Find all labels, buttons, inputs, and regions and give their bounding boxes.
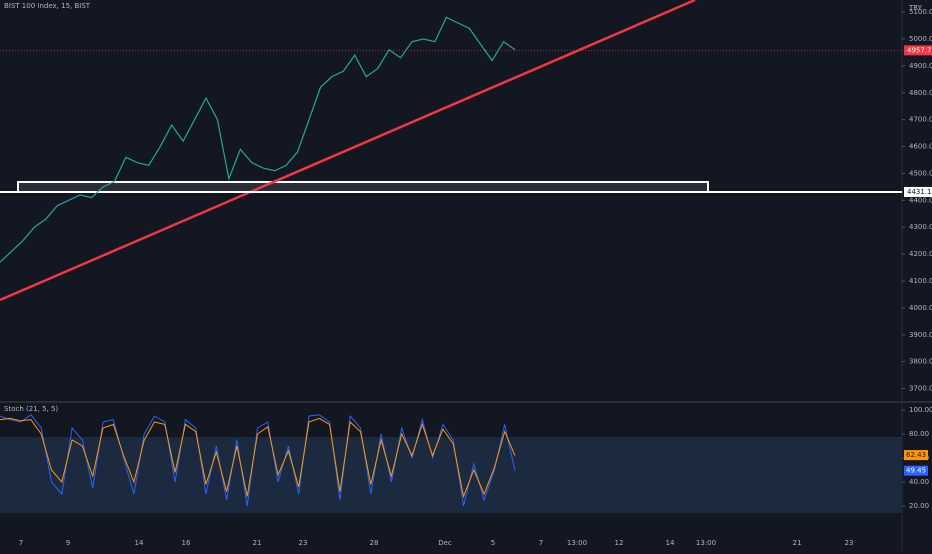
stoch-tick-label: 100.00 — [909, 406, 932, 414]
price-tick-label: 4600.00 — [909, 143, 932, 151]
time-label: 14 — [666, 539, 675, 547]
price-tick-label: 4200.00 — [909, 250, 932, 258]
stoch-tick-label: 20.00 — [909, 502, 929, 510]
stoch-tick-label: 40.00 — [909, 478, 929, 486]
time-label: 28 — [370, 539, 379, 547]
stoch-value-label: 62.43 — [906, 451, 926, 459]
time-label: 13:00 — [567, 539, 587, 547]
price-tick-label: 4700.00 — [909, 116, 932, 124]
trend-line — [0, 0, 696, 302]
time-label: 7 — [539, 539, 543, 547]
last-price-tag — [904, 45, 932, 56]
time-label: 23 — [845, 539, 854, 547]
time-label: 21 — [793, 539, 802, 547]
currency: TRY — [908, 4, 923, 12]
time-label: 16 — [182, 539, 191, 547]
stoch-band — [0, 437, 902, 513]
time-label: 23 — [299, 539, 308, 547]
price-tick-label: 5000.00 — [909, 35, 932, 43]
price-tick-label: 4300.00 — [909, 223, 932, 231]
level-label: 4431.17 — [907, 188, 932, 196]
time-label: 5 — [491, 539, 495, 547]
stoch-d-line — [0, 417, 516, 499]
stoch-tick-label: 80.00 — [909, 430, 929, 438]
rectangle-drawing — [17, 181, 709, 193]
price-tick-label: 4500.00 — [909, 169, 932, 177]
time-label: 7 — [19, 539, 23, 547]
time-label: 9 — [66, 539, 70, 547]
price-tick-label: 4900.00 — [909, 62, 932, 70]
price-tick-label: 4000.00 — [909, 304, 932, 312]
price-tick-label: 5100.00 — [909, 8, 932, 16]
time-label: 21 — [253, 539, 262, 547]
stoch-value-tag — [904, 465, 928, 476]
price-tick-label: 4800.00 — [909, 89, 932, 97]
time-label: 13:00 — [696, 539, 716, 547]
time-label: 14 — [135, 539, 144, 547]
chart-title: BIST 100 Index, 15, BIST — [4, 2, 91, 10]
stoch-title: Stoch (21, 5, 5) — [4, 405, 58, 413]
price-tick-label: 4400.00 — [909, 196, 932, 204]
time-label: 12 — [615, 539, 624, 547]
price-tick-label: 3700.00 — [909, 385, 932, 393]
stoch-value-tag — [904, 450, 928, 461]
price-tick-label: 3900.00 — [909, 331, 932, 339]
price-line — [0, 16, 516, 263]
stoch-value-label: 49.45 — [906, 467, 926, 475]
last-price-label: 4957.77 — [907, 46, 932, 54]
price-tick-label: 4100.00 — [909, 277, 932, 285]
time-label: Dec — [438, 539, 452, 547]
price-tick-label: 3800.00 — [909, 358, 932, 366]
level-tag — [904, 186, 932, 197]
